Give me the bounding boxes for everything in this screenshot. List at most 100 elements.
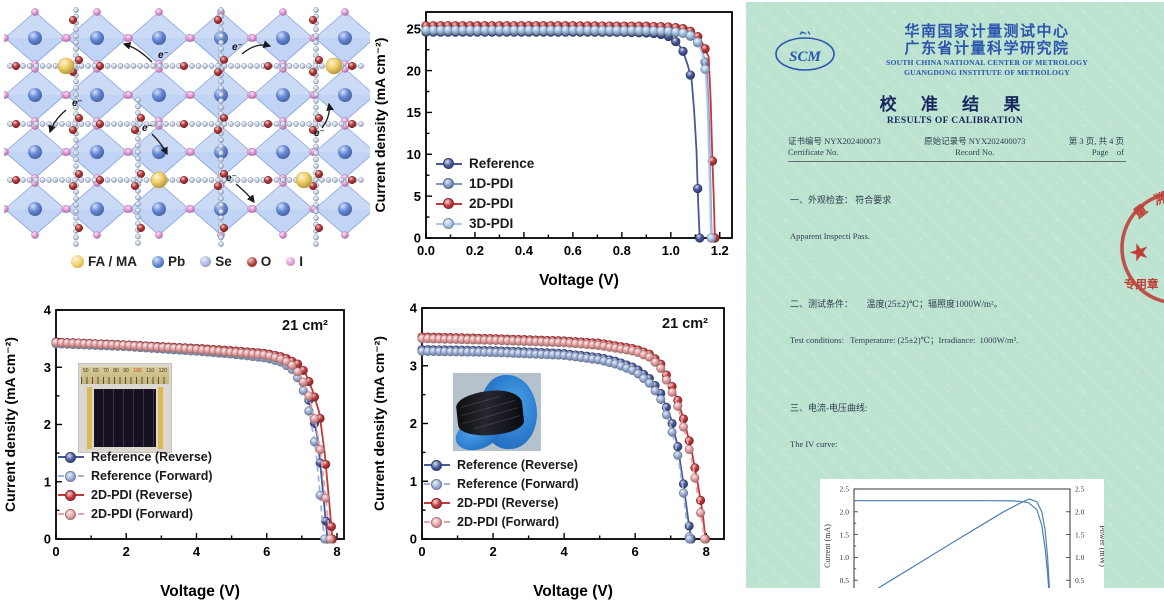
svg-text:20: 20 xyxy=(407,63,421,78)
ruler-photo: 50 60 70 80 90 100 110 120 xyxy=(81,367,169,384)
crystal-structure-illustration: e⁻ e⁻ e⁻ e⁻ e⁻ e⁻ xyxy=(4,7,370,247)
svg-text:1.5: 1.5 xyxy=(1075,530,1085,539)
org-name-zh-1: 华南国家计量测试中心 xyxy=(904,24,1070,40)
legend-item: 2D-PDI (Forward) xyxy=(424,515,579,529)
atom-color-icon xyxy=(286,257,296,266)
legend-marker-icon xyxy=(436,178,462,189)
svg-text:0.4: 0.4 xyxy=(515,243,534,258)
svg-text:0: 0 xyxy=(418,544,425,559)
legend-label: Reference xyxy=(469,156,535,171)
crystal-legend-item: Se xyxy=(200,254,232,269)
certificate-meta: 证书编号 NYX202400073 Certificate No. 原始记录号 … xyxy=(788,136,1124,158)
ruler-number: 70 xyxy=(103,368,109,374)
ruler-number: 100 xyxy=(133,368,142,374)
fa-ma-cations xyxy=(57,57,343,189)
legend-label: 2D-PDI (Reverse) xyxy=(457,496,559,510)
electron-transfer-arrows: e⁻ e⁻ e⁻ e⁻ e⁻ e⁻ xyxy=(48,40,334,204)
ruler-number: 50 xyxy=(83,368,89,374)
section-zh: 一、外观检查： 符合要求 xyxy=(790,195,892,205)
svg-text:量: 量 xyxy=(1131,202,1150,222)
jv-curves-chart: 0.0 0.2 0.4 0.6 0.8 1.0 1.2 0 5 10 15 20 25 Voltage (… xyxy=(372,11,733,289)
scm-logo-icon: SCM xyxy=(775,31,835,71)
legend-marker-icon xyxy=(424,497,450,509)
series-2d-pdi-forward- xyxy=(51,338,335,544)
section-en: The IV curve: xyxy=(790,439,838,449)
record-number: 原始记录号 NYX202400073 Record No. xyxy=(924,136,1026,157)
svg-text:SCM: SCM xyxy=(789,49,821,65)
scm-logo: SCM xyxy=(772,30,838,74)
section-zh: 三、电流-电压曲线: xyxy=(790,403,868,413)
org-name-en-1: SOUTH CHINA NATIONAL CENTER OF METROLOGY xyxy=(886,58,1088,67)
svg-text:Voltage (V): Voltage (V) xyxy=(539,272,619,289)
series-2d-pdi-forward- xyxy=(417,334,710,544)
crystal-legend: FA / MA Pb Se O I xyxy=(4,254,370,269)
legend-label: 2D-PDI (Forward) xyxy=(91,507,194,521)
rigid-module-panel: 0 2 4 6 8 0 1 2 3 4 Voltage (V) Current density (mA… xyxy=(0,290,370,601)
svg-text:0: 0 xyxy=(52,544,59,559)
svg-text:Current (mA): Current (mA) xyxy=(823,524,832,568)
section-zh: 二、测试条件： 温度(25±2)℃；辐照度1000W/m²。 xyxy=(790,299,1003,309)
atom-color-icon xyxy=(70,255,84,268)
crystal-legend-item: O xyxy=(246,254,272,269)
svg-text:e⁻: e⁻ xyxy=(158,50,169,61)
atom-color-icon xyxy=(151,255,164,268)
certificate-iv-chart: 00.20.40.60.811.20.00.51.01.52.02.50.00.… xyxy=(823,485,1107,588)
certificate-title-zh: 校 准 结 果 xyxy=(879,95,1031,114)
svg-text:1.0: 1.0 xyxy=(662,243,680,258)
svg-text:0.6: 0.6 xyxy=(564,243,582,258)
legend-marker-icon xyxy=(436,158,462,169)
chart-legend: Reference (Reverse) Reference (Forward) 2D… xyxy=(424,458,579,529)
legend-item: 2D-PDI (Reverse) xyxy=(58,488,213,502)
chart-legend: Reference (Reverse) Reference (Forward) 2D… xyxy=(58,450,213,521)
ruler-number: 80 xyxy=(113,368,119,374)
svg-text:0: 0 xyxy=(44,532,51,547)
svg-text:3: 3 xyxy=(410,358,417,373)
svg-text:4: 4 xyxy=(44,303,52,318)
series-current xyxy=(854,500,1050,588)
red-seal-stamp: ★ 量溯专用章 xyxy=(1118,185,1164,317)
svg-text:1.0: 1.0 xyxy=(1075,553,1085,562)
svg-text:8: 8 xyxy=(703,544,710,559)
axes: 00.20.40.60.811.20.00.51.01.52.02.50.00.… xyxy=(823,485,1107,588)
series-power xyxy=(877,498,1050,588)
section-iv-curve: 三、电流-电压曲线: The IV curve: xyxy=(790,378,1126,474)
legend-marker-icon xyxy=(58,451,84,463)
svg-text:Power (mW): Power (mW) xyxy=(1098,525,1104,567)
section-en: Test conditions: Temperature: (25±2)℃；Ir… xyxy=(790,335,1019,345)
svg-text:5: 5 xyxy=(414,189,421,204)
legend-marker-icon xyxy=(58,470,84,482)
crystal-legend-item: Pb xyxy=(151,254,185,269)
series-3d-pdi xyxy=(421,25,716,243)
svg-text:6: 6 xyxy=(632,544,639,559)
svg-text:1: 1 xyxy=(44,474,51,489)
atom-label: FA / MA xyxy=(87,254,137,269)
svg-text:8: 8 xyxy=(333,544,340,559)
certificate-number: 证书编号 NYX202400073 Certificate No. xyxy=(788,136,881,157)
legend-item: Reference (Forward) xyxy=(58,469,213,483)
ruler-number: 90 xyxy=(123,368,129,374)
atom-label: Se xyxy=(215,254,232,269)
area-annotation: 21 cm² xyxy=(282,318,328,334)
svg-text:2.0: 2.0 xyxy=(1075,508,1085,517)
series-reference-forward- xyxy=(417,346,695,544)
svg-text:0.2: 0.2 xyxy=(466,243,484,258)
legend-label: 1D-PDI xyxy=(469,176,514,191)
atom-color-icon xyxy=(200,256,212,267)
org-name-en-2: GUANGDONG INSTITUTE OF METROLOGY xyxy=(904,67,1070,77)
ruler-ticks xyxy=(81,377,169,384)
atom-label: O xyxy=(260,254,272,269)
svg-text:1.2: 1.2 xyxy=(711,243,729,258)
legend-item: Reference (Reverse) xyxy=(58,450,213,464)
flexible-module-chart: 0 2 4 6 8 0 1 2 3 4 Voltage (V) Current density (mA… xyxy=(371,301,725,600)
svg-text:0.0: 0.0 xyxy=(417,243,435,258)
atom-label: I xyxy=(299,254,304,269)
header-divider xyxy=(788,161,1126,162)
svg-text:溯: 溯 xyxy=(1152,189,1164,208)
ruler-number: 120 xyxy=(158,368,167,374)
svg-text:2: 2 xyxy=(44,417,51,432)
legend-item: 3D-PDI xyxy=(436,216,534,231)
